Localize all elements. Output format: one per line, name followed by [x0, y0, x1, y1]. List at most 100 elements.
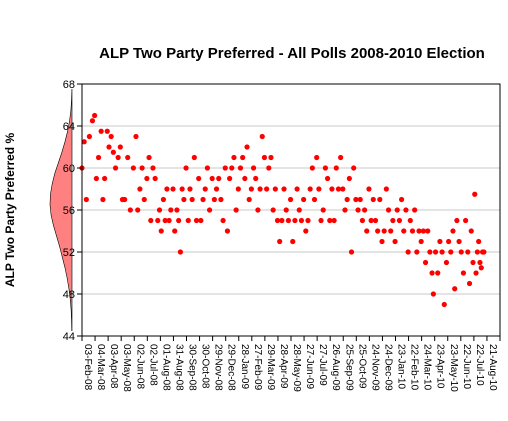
poll-point	[115, 154, 121, 161]
x-tick-label: 27-Feb-09	[252, 344, 263, 391]
poll-point	[86, 133, 92, 140]
poll-point	[390, 217, 396, 224]
poll-point	[93, 175, 99, 182]
x-axis: 03-Feb-08 04-Mar-08 03-Apr-08 03-May-08 02-J…	[81, 336, 501, 392]
poll-point	[322, 165, 328, 171]
poll-point	[466, 280, 473, 287]
poll-point	[456, 238, 462, 245]
poll-point	[452, 286, 458, 292]
y-tick-label: 56	[63, 205, 75, 217]
x-tick-label: 28-Jan-09	[239, 344, 250, 389]
poll-point	[468, 228, 474, 234]
poll-point	[409, 228, 416, 234]
poll-point	[416, 228, 422, 234]
poll-point	[204, 165, 210, 171]
chart-title: ALP Two Party Preferred - All Polls 2008…	[99, 45, 485, 62]
y-axis: 44 48 52 56 60 64 68	[63, 79, 82, 343]
poll-point	[106, 144, 112, 150]
poll-point	[285, 217, 291, 224]
poll-point	[211, 196, 217, 203]
poll-point	[168, 207, 174, 213]
poll-point	[100, 196, 106, 203]
poll-point	[227, 175, 233, 182]
poll-point	[290, 238, 296, 245]
poll-point	[287, 196, 294, 203]
x-tick-label: 30-Oct-08	[200, 344, 211, 389]
poll-point	[443, 259, 450, 266]
poll-points	[79, 112, 487, 308]
poll-point	[441, 301, 447, 308]
poll-point	[250, 165, 257, 171]
poll-point	[318, 217, 324, 224]
poll-point	[454, 217, 460, 224]
x-tick-label: 24-Nov-09	[369, 344, 380, 391]
poll-point	[357, 196, 363, 203]
x-tick-label: 25-Sep-09	[343, 344, 354, 391]
y-axis-label: ALP Two Party Preferred %	[3, 133, 17, 288]
poll-point	[152, 175, 158, 182]
poll-point	[179, 186, 185, 192]
poll-point	[237, 165, 244, 171]
poll-point	[231, 154, 237, 161]
poll-point	[348, 249, 355, 255]
x-tick-label: 24-Mar-10	[422, 344, 433, 391]
poll-point	[240, 154, 246, 161]
poll-point	[213, 186, 220, 192]
poll-point	[379, 238, 385, 245]
poll-point	[162, 217, 168, 224]
poll-point	[141, 196, 147, 203]
poll-point	[268, 154, 274, 161]
poll-point	[146, 154, 152, 161]
poll-point	[150, 165, 156, 171]
poll-point	[206, 207, 213, 213]
x-tick-label: 22-Feb-10	[409, 344, 420, 391]
poll-point	[209, 175, 215, 182]
x-tick-label: 26-Aug-09	[330, 344, 341, 391]
poll-point	[392, 238, 398, 245]
x-tick-label: 02-Jul-08	[147, 344, 158, 386]
poll-point	[477, 259, 483, 266]
poll-point	[125, 154, 131, 161]
poll-point	[405, 249, 411, 255]
poll-point	[478, 265, 484, 271]
poll-point	[266, 165, 272, 171]
poll-point	[272, 186, 278, 192]
poll-point	[370, 196, 376, 203]
poll-point	[422, 259, 429, 266]
y-tick-label: 68	[63, 79, 75, 91]
poll-point	[81, 139, 87, 145]
y-tick-label: 60	[63, 163, 75, 175]
x-tick-label: 27-Jul-09	[317, 344, 328, 386]
poll-point	[218, 196, 224, 203]
poll-point	[177, 249, 183, 255]
poll-point	[193, 217, 200, 224]
poll-point	[294, 186, 300, 192]
poll-point	[346, 175, 352, 182]
poll-point	[233, 207, 239, 213]
poll-point	[403, 207, 409, 213]
poll-point	[385, 207, 392, 213]
poll-point	[246, 196, 252, 203]
poll-point	[324, 175, 331, 182]
poll-point	[292, 217, 298, 224]
x-tick-label: 23-Apr-10	[435, 344, 446, 389]
poll-point	[327, 217, 333, 224]
poll-point	[277, 238, 283, 245]
poll-point	[427, 249, 433, 255]
poll-point	[450, 228, 456, 234]
poll-point	[242, 175, 248, 182]
poll-point	[355, 207, 361, 213]
poll-point	[264, 186, 270, 192]
poll-point	[137, 186, 143, 192]
x-tick-label: 01-Aug-08	[160, 344, 171, 391]
poll-point	[473, 270, 479, 276]
poll-point	[198, 217, 204, 224]
poll-point	[309, 165, 315, 171]
poll-point	[394, 207, 400, 213]
poll-point	[248, 186, 254, 192]
poll-point	[279, 217, 285, 224]
poll-point	[301, 196, 307, 203]
poll-point	[270, 207, 276, 213]
poll-point	[399, 196, 405, 203]
poll-point	[303, 228, 309, 234]
